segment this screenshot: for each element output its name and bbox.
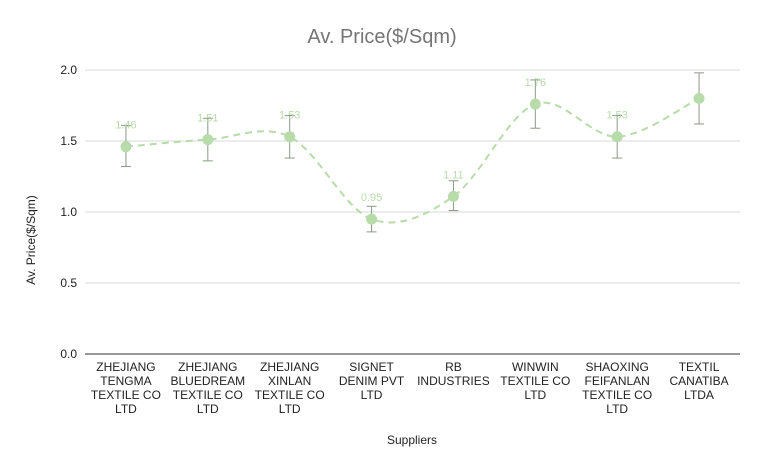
data-point [693,92,705,104]
x-category-label: WINWIN TEXTILE CO LTD [500,360,570,402]
data-point [447,190,459,202]
data-label: 1.46 [115,120,136,132]
y-tick-label: 0.0 [60,347,77,361]
data-point [366,213,378,225]
error-bars [120,72,705,233]
x-category-label: ZHEJIANG XINLAN TEXTILE CO LTD [255,360,325,416]
data-point [611,131,623,143]
series-line [125,97,700,224]
y-tick-label: 1.5 [60,134,77,148]
data-label: 1.53 [279,110,300,122]
data-point [120,141,132,153]
data-label: 1.51 [197,113,218,125]
y-tick-label: 2.0 [60,63,77,77]
x-category-label: RB INDUSTRIES [417,360,490,388]
data-label: 1.53 [606,110,627,122]
x-category-label: ZHEJIANG TENGMA TEXTILE CO LTD [91,360,161,416]
y-tick-labels: 0.0 0.5 1.0 1.5 2.0 [60,63,77,361]
data-point [529,98,541,110]
gridlines [85,69,740,284]
x-category-label: SIGNET DENIM PVT LTD [339,360,405,402]
x-category-label: TEXTIL CANATIBA LTDA [670,360,729,402]
chart-title: Av. Price($/Sqm) [307,26,456,48]
data-label: 0.95 [361,192,382,204]
y-tick-label: 0.5 [60,276,77,290]
y-tick-label: 1.0 [60,205,77,219]
data-point [202,134,214,146]
x-category-label: SHAOXING FEIFANLAN TEXTILE CO LTD [582,360,652,416]
data-label: 1.11 [443,169,464,181]
data-labels: 1.46 1.51 1.53 0.95 1.11 1.76 1.53 [115,77,628,204]
data-point [284,131,296,143]
data-label: 1.76 [525,77,546,89]
x-category-label: ZHEJIANG BLUEDREAM TEXTILE CO LTD [170,360,245,416]
y-axis-title: Av. Price($/Sqm) [24,195,38,285]
data-points [120,92,705,225]
x-axis-title: Suppliers [387,433,437,447]
